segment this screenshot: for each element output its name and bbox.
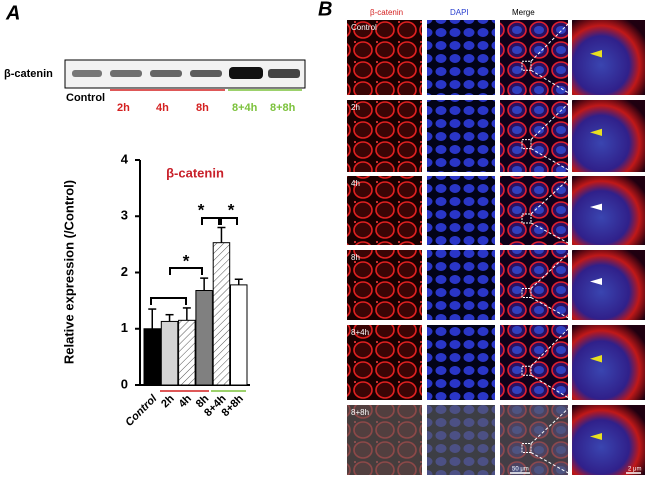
micrograph — [347, 176, 422, 245]
bar — [195, 290, 213, 386]
micrograph — [572, 176, 645, 245]
micrograph — [500, 250, 568, 320]
zoom-guide — [530, 404, 573, 444]
chart-title: β-catenin — [166, 165, 224, 180]
scale-bar-label: 50 μm — [512, 467, 529, 473]
column-header: DAPI — [450, 8, 469, 17]
arrowhead — [590, 433, 602, 440]
zoom-guide — [530, 222, 573, 246]
zoom-guide — [530, 148, 573, 173]
row-label: 4h — [351, 179, 360, 188]
bar — [160, 320, 179, 386]
x-tick-label: Control — [123, 392, 160, 429]
micrograph-dim — [500, 405, 568, 475]
micrograph — [347, 20, 422, 95]
micrograph — [572, 250, 645, 320]
panel-label: B — [318, 0, 332, 20]
zoom-box — [521, 288, 532, 298]
y-tick-label: 1 — [121, 320, 128, 335]
y-tick-label: 3 — [121, 208, 128, 223]
lane-label: 4h — [156, 102, 169, 114]
zoom-box — [521, 365, 532, 376]
lane-label: 2h — [117, 102, 130, 114]
micrograph — [500, 325, 568, 400]
significance-star: * — [183, 251, 190, 270]
bar — [212, 242, 231, 386]
y-axis-label: Relative expression (/Control) — [61, 180, 76, 364]
lane-label: 8h — [196, 102, 209, 114]
zoom-guide — [530, 452, 573, 476]
micrograph — [427, 100, 495, 172]
y-tick-label: 4 — [121, 151, 129, 166]
micrograph — [427, 250, 495, 320]
zoom-guide — [530, 249, 573, 289]
micrograph-dim — [427, 405, 495, 475]
blot-bands — [72, 67, 300, 79]
micrograph — [347, 250, 422, 320]
row-label: 2h — [351, 103, 360, 112]
zoom-guide — [530, 374, 573, 401]
scale-bar-label: 2 μm — [628, 467, 641, 473]
zoom-box — [521, 213, 532, 224]
bar — [230, 284, 248, 386]
arrowhead — [590, 203, 602, 211]
bar — [178, 319, 196, 386]
micrograph — [347, 100, 422, 172]
micrograph — [427, 405, 495, 475]
micrograph — [500, 100, 568, 172]
micrograph — [572, 405, 645, 475]
zoom-guide — [530, 297, 573, 321]
zoom-guide — [530, 99, 573, 140]
micrograph — [347, 405, 422, 475]
arrowhead — [590, 355, 602, 363]
micrograph — [500, 176, 568, 245]
x-tick-label: 4h — [176, 392, 194, 410]
row-label: 8+8h — [351, 408, 369, 417]
x-tick-label: 2h — [159, 392, 177, 410]
row-label: Control — [351, 23, 377, 32]
micrograph — [427, 20, 495, 95]
column-header: β-catenin — [370, 8, 403, 17]
significance-star: * — [228, 200, 235, 219]
column-header: Merge — [512, 8, 535, 17]
arrowhead — [590, 278, 602, 285]
significance-brackets — [150, 217, 238, 305]
zoom-box — [521, 443, 532, 453]
zoom-box — [521, 139, 532, 150]
micrograph — [572, 20, 645, 95]
micrograph — [427, 325, 495, 400]
zoom-box — [521, 60, 532, 71]
micrograph — [347, 325, 422, 400]
zoom-guide — [530, 69, 573, 96]
zoom-guide — [530, 175, 573, 215]
blot-frame — [64, 59, 306, 89]
micrograph — [500, 405, 568, 475]
bar — [143, 328, 161, 386]
micrograph — [572, 100, 645, 172]
micrograph — [572, 325, 645, 400]
row-label: 8+4h — [351, 328, 369, 337]
bar-chart: β-catenin Relative expression (/Control)… — [61, 151, 250, 429]
blot-protein: β-catenin — [4, 68, 53, 80]
lane-label: Control — [66, 92, 105, 104]
y-tick-label: 0 — [121, 376, 128, 391]
micrograph — [500, 20, 568, 95]
micrograph — [427, 176, 495, 245]
micrograph-dim — [347, 405, 422, 475]
significance-star: * — [198, 200, 205, 219]
arrowhead — [590, 50, 602, 58]
lane-label: 8+8h — [270, 102, 296, 114]
panel-label: A — [5, 2, 20, 24]
y-tick-label: 2 — [121, 264, 128, 279]
arrowhead — [590, 128, 602, 136]
micrograph-grid: Control 2h 4h 8h 8+4h 8+8h 50 μm 2 μm — [347, 19, 645, 476]
lane-label: 8+4h — [232, 102, 258, 114]
row-label: 8h — [351, 253, 360, 262]
